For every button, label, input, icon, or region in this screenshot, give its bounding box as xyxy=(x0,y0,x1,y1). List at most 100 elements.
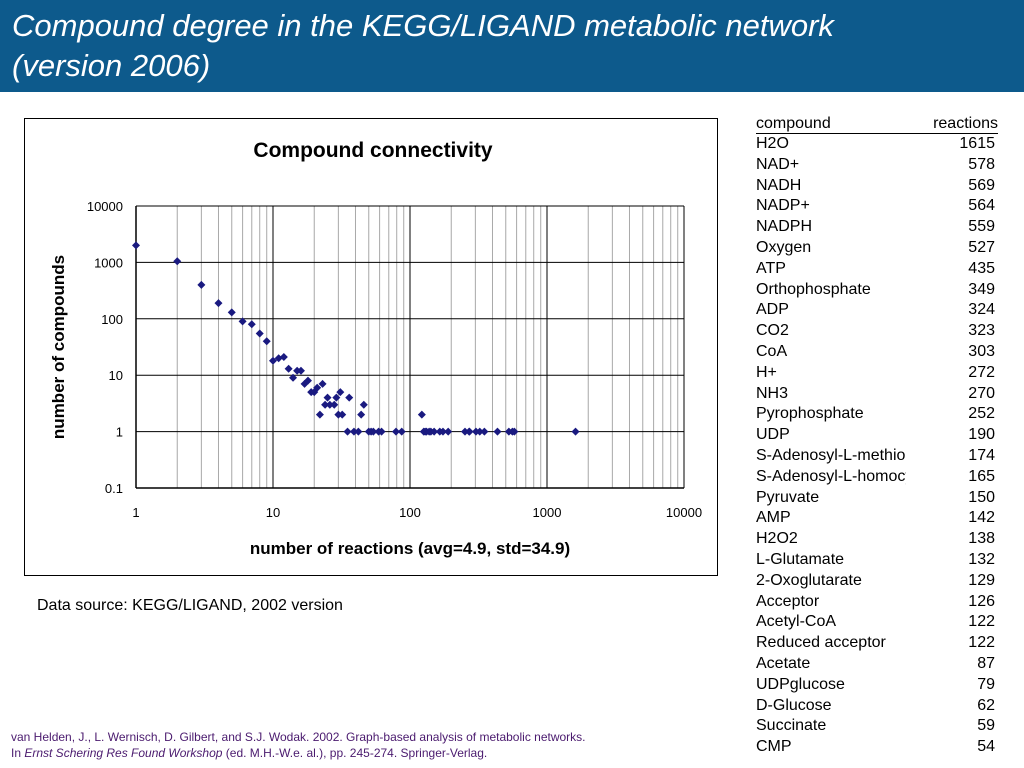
data-point xyxy=(430,427,439,436)
compound-name: NH3 xyxy=(756,384,789,402)
compound-name: CO2 xyxy=(756,322,789,340)
compound-name: CMP xyxy=(756,738,792,756)
table-row: L-Glutamate 132 xyxy=(756,550,998,571)
citation: van Helden, J., L. Wernisch, D. Gilbert,… xyxy=(11,729,711,761)
data-point xyxy=(289,373,298,382)
header-reactions: reactions xyxy=(933,115,998,132)
reaction-count: 527 xyxy=(968,238,995,256)
reaction-count: 569 xyxy=(968,176,995,194)
data-point xyxy=(325,400,334,409)
data-point xyxy=(227,308,236,317)
compound-name: 2-Oxoglutarate xyxy=(756,571,862,589)
data-point xyxy=(336,388,345,397)
compound-name: NADP+ xyxy=(756,197,810,215)
table-row: NADP+ 564 xyxy=(756,196,998,217)
reaction-count: 122 xyxy=(968,613,995,631)
data-point xyxy=(313,383,322,392)
y-tick-label: 10 xyxy=(109,368,123,383)
compound-name: Acceptor xyxy=(756,592,820,610)
compound-name: Orthophosphate xyxy=(756,280,871,298)
compound-table: compound reactions H2O 1615 NAD+ 578 NADH 569… xyxy=(756,114,998,758)
reaction-count: 142 xyxy=(968,509,995,527)
data-point xyxy=(269,356,277,365)
table-row: NAD+ 578 xyxy=(756,155,998,176)
table-row: 2-Oxoglutarate 129 xyxy=(756,571,998,592)
table-row: Reduced acceptor 122 xyxy=(756,633,998,654)
compound-name: H2O2 xyxy=(756,530,798,548)
data-point xyxy=(330,400,339,409)
citation-journal: Ernst Schering Res Found Workshop xyxy=(24,746,223,760)
table-row: CoA 303 xyxy=(756,342,998,363)
slide-title: Compound degree in the KEGG/LIGAND metab… xyxy=(12,6,1002,86)
reaction-count: 79 xyxy=(977,675,995,693)
data-point xyxy=(359,400,368,409)
compound-name: NADH xyxy=(756,176,802,194)
citation-prefix: In xyxy=(11,746,25,760)
data-point xyxy=(279,353,288,362)
data-point xyxy=(417,410,426,419)
table-row: H+ 272 xyxy=(756,363,998,384)
table-row: UDP 190 xyxy=(756,425,998,446)
data-point xyxy=(303,376,312,385)
data-point xyxy=(173,257,182,266)
table-row: S-Adenosyl-L-methionine 174 xyxy=(756,446,998,467)
table-row: AMP 142 xyxy=(756,508,998,529)
reaction-count: 174 xyxy=(968,446,995,464)
x-tick-label: 10000 xyxy=(666,505,702,520)
y-tick-label: 10000 xyxy=(87,199,123,214)
compound-name: S-Adenosyl-L-methionine xyxy=(756,446,906,464)
data-point xyxy=(480,427,489,436)
compound-name: CoA xyxy=(756,342,788,360)
table-row: NADH 569 xyxy=(756,176,998,197)
data-point xyxy=(444,427,453,436)
compound-name: Acetyl-CoA xyxy=(756,613,837,631)
data-point xyxy=(323,393,332,402)
data-point xyxy=(377,427,386,436)
reaction-count: 165 xyxy=(968,467,995,485)
reaction-count: 1615 xyxy=(959,135,995,152)
compound-name: H+ xyxy=(756,363,777,381)
data-point xyxy=(247,320,256,329)
compound-name: UDP xyxy=(756,426,790,444)
table-row: ADP 324 xyxy=(756,300,998,321)
data-point xyxy=(438,427,447,436)
reaction-count: 435 xyxy=(968,259,995,277)
citation-line1: van Helden, J., L. Wernisch, D. Gilbert,… xyxy=(11,730,586,744)
compound-name: UDPglucose xyxy=(756,675,845,693)
reaction-count: 132 xyxy=(968,550,995,568)
reaction-count: 122 xyxy=(968,634,995,652)
table-row: Acetyl-CoA 122 xyxy=(756,612,998,633)
compound-name: AMP xyxy=(756,509,791,527)
data-point xyxy=(369,427,378,436)
reaction-count: 59 xyxy=(977,717,995,735)
data-point xyxy=(296,366,305,375)
x-axis-label: number of reactions (avg=4.9, std=34.9) xyxy=(250,539,570,558)
slide-title-line1: Compound degree in the KEGG/LIGAND metab… xyxy=(12,8,834,43)
y-tick-label: 0.1 xyxy=(105,481,123,496)
table-row: Acceptor 126 xyxy=(756,592,998,613)
data-point xyxy=(571,427,580,436)
compound-name: D-Glucose xyxy=(756,696,832,714)
reaction-count: 62 xyxy=(977,696,995,714)
compound-name: L-Glutamate xyxy=(756,550,845,568)
reaction-count: 138 xyxy=(968,530,995,548)
reaction-count: 578 xyxy=(968,155,995,173)
data-point xyxy=(357,410,366,419)
compound-name: NADPH xyxy=(756,218,813,236)
scatter-chart: 1 10 100 1000 10000 0.1 1 10 100 1000 10000 Compoun… xyxy=(49,139,702,558)
x-tick-label: 1000 xyxy=(533,505,562,520)
reaction-count: 564 xyxy=(968,197,995,215)
table-header: compound reactions xyxy=(756,114,998,134)
table-row: CMP 54 xyxy=(756,737,998,758)
compound-name: Pyruvate xyxy=(756,488,820,506)
reaction-count: 190 xyxy=(968,426,995,444)
reaction-count: 87 xyxy=(977,654,995,672)
data-point xyxy=(262,337,271,346)
header-compound: compound xyxy=(756,115,831,132)
slide-title-line2: (version 2006) xyxy=(12,48,211,83)
table-row: Succinate 59 xyxy=(756,716,998,737)
data-point xyxy=(354,427,363,436)
data-point xyxy=(465,427,474,436)
x-tick-label: 100 xyxy=(399,505,421,520)
x-tick-label: 10 xyxy=(266,505,280,520)
